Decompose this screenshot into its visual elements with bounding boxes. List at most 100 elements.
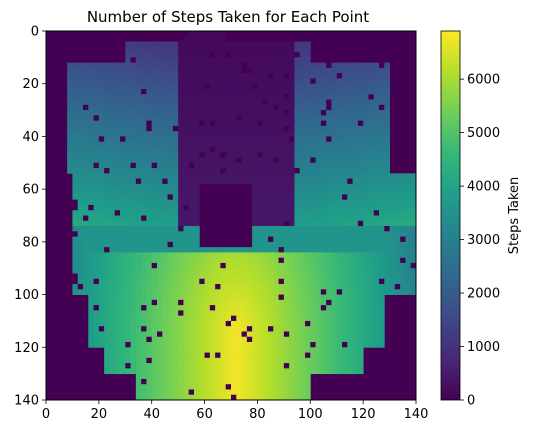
heatmap-cell — [289, 199, 295, 206]
heatmap-cell — [331, 231, 338, 237]
heatmap-cell — [283, 136, 290, 143]
heatmap-cell — [305, 352, 311, 359]
heatmap-cell — [146, 289, 153, 295]
heatmap-cell — [188, 378, 195, 385]
heatmap-cell — [194, 62, 200, 69]
heatmap-cell — [246, 152, 253, 158]
heatmap-cell — [357, 310, 364, 317]
heatmap-cell — [262, 336, 269, 343]
heatmap-cell — [162, 215, 168, 222]
heatmap-cell — [305, 320, 311, 327]
heatmap-cell — [172, 363, 179, 369]
heatmap-cell — [172, 46, 179, 53]
heatmap-cell — [405, 262, 412, 269]
heatmap-cell — [294, 326, 301, 332]
heatmap-cell — [252, 94, 258, 100]
heatmap-cell — [268, 157, 274, 164]
heatmap-cell — [178, 125, 184, 132]
heatmap-cell — [231, 357, 237, 364]
heatmap-cell — [347, 357, 353, 364]
heatmap-cell — [236, 94, 242, 100]
heatmap-cell — [257, 125, 264, 132]
heatmap-cell — [373, 88, 380, 95]
heatmap-cell — [199, 110, 205, 116]
heatmap-cell — [236, 373, 242, 380]
heatmap-cell — [130, 273, 137, 280]
heatmap-cell — [384, 194, 390, 201]
heatmap-cell — [400, 278, 406, 285]
heatmap-cell — [326, 146, 332, 153]
heatmap-cell — [363, 236, 369, 243]
heatmap-cell — [231, 310, 237, 317]
heatmap-cell — [104, 136, 110, 143]
heatmap-cell — [83, 220, 89, 227]
heatmap-cell — [167, 67, 174, 74]
heatmap-cell — [204, 146, 211, 153]
heatmap-cell — [352, 336, 359, 343]
heatmap-cell — [183, 268, 190, 274]
heatmap-cell — [141, 46, 147, 53]
heatmap-cell — [141, 378, 147, 385]
heatmap-cell — [310, 194, 316, 201]
heatmap-cell — [109, 320, 116, 327]
heatmap-cell — [77, 247, 84, 253]
heatmap-cell — [162, 52, 168, 58]
heatmap-cell — [262, 373, 269, 380]
heatmap-cell — [167, 352, 174, 359]
heatmap-cell — [373, 168, 380, 174]
heatmap-cell — [315, 368, 322, 375]
heatmap-cell — [363, 199, 369, 206]
heatmap-cell — [252, 189, 258, 195]
heatmap-cell — [384, 115, 390, 122]
heatmap-cell — [384, 131, 390, 137]
heatmap-cell — [236, 305, 242, 311]
heatmap-cell — [130, 115, 137, 122]
heatmap-cell — [114, 336, 121, 343]
heatmap-cell — [88, 115, 94, 122]
heatmap-cell — [241, 120, 248, 127]
heatmap-cell — [167, 62, 174, 69]
heatmap-cell — [252, 241, 258, 248]
heatmap-cell — [236, 394, 242, 401]
heatmap-cell — [246, 294, 253, 301]
heatmap-cell — [141, 189, 147, 195]
heatmap-cell — [157, 331, 163, 338]
heatmap-cell — [88, 141, 94, 148]
heatmap-cell — [241, 136, 248, 143]
heatmap-cell — [209, 347, 216, 353]
heatmap-cell — [231, 278, 237, 285]
heatmap-cell — [194, 199, 200, 206]
heatmap-cell — [373, 294, 380, 301]
heatmap-cell — [268, 384, 274, 390]
heatmap-cell — [379, 247, 385, 253]
heatmap-cell — [199, 252, 205, 259]
heatmap-cell — [114, 368, 121, 375]
heatmap-cell — [151, 41, 158, 48]
heatmap-cell — [246, 157, 253, 164]
heatmap-cell — [188, 162, 195, 169]
heatmap-cell — [209, 152, 216, 158]
heatmap-cell — [246, 99, 253, 106]
heatmap-cell — [384, 73, 390, 79]
heatmap-cell — [204, 342, 211, 348]
heatmap-cell — [178, 99, 184, 106]
heatmap-cell — [183, 236, 190, 243]
heatmap-cell — [215, 125, 221, 132]
heatmap-cell — [104, 62, 110, 69]
heatmap-cell — [342, 110, 348, 116]
heatmap-cell — [98, 131, 105, 137]
heatmap-cell — [215, 146, 221, 153]
heatmap-cell — [289, 162, 295, 169]
heatmap-cell — [342, 257, 348, 264]
heatmap-cell — [130, 363, 137, 369]
heatmap-cell — [294, 373, 301, 380]
heatmap-cell — [305, 125, 311, 132]
heatmap-cell — [257, 378, 264, 385]
heatmap-cell — [357, 247, 364, 253]
heatmap-cell — [120, 289, 126, 295]
heatmap-cell — [268, 373, 274, 380]
heatmap-cell — [151, 152, 158, 158]
heatmap-cell — [77, 252, 84, 259]
heatmap-cell — [278, 226, 285, 232]
heatmap-cell — [172, 194, 179, 201]
